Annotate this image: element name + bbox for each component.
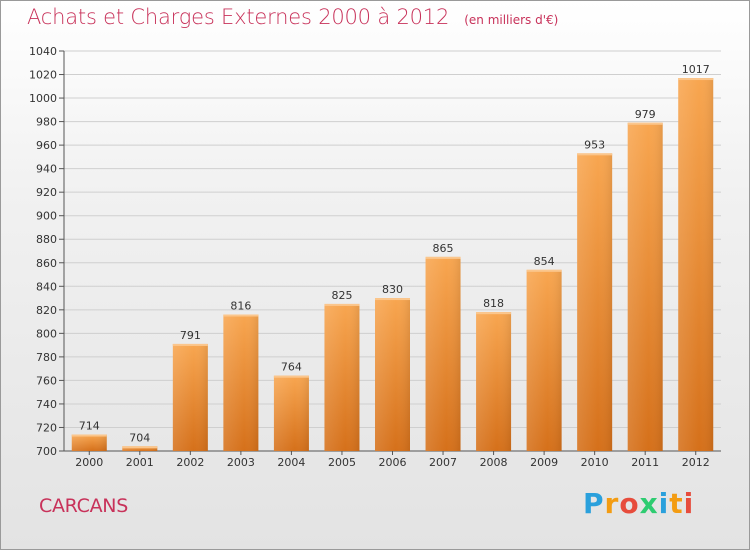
x-tick-label: 2005 [328,456,356,469]
logo-letter: i [658,487,670,520]
bar-value-label: 854 [534,255,555,268]
bar-shade [71,434,107,451]
logo-letter: x [639,487,659,520]
bar-top-highlight [122,446,158,449]
bar-value-label: 865 [433,242,454,255]
y-tick-label: 760 [36,374,57,387]
bar-top-highlight [273,375,309,378]
y-tick-label: 900 [36,210,57,223]
y-tick-label: 720 [36,421,57,434]
x-tick-label: 2009 [530,456,558,469]
y-tick-label: 960 [36,139,57,152]
bar-shade [476,312,512,451]
x-tick-label: 2000 [75,456,103,469]
y-tick-label: 700 [36,445,57,458]
bar-value-label: 1017 [682,63,710,76]
bar-top-highlight [71,434,107,437]
bar-value-label: 818 [483,297,504,310]
bar-top-highlight [577,153,613,156]
y-tick-label: 1000 [29,92,57,105]
bar-value-label: 704 [129,431,150,444]
bar-top-highlight [627,122,663,125]
bar-shade [678,78,714,451]
chart-title: Achats et Charges Externes 2000 à 2012 (… [27,5,558,29]
bar-shade [577,153,613,451]
logo-letter: o [619,487,640,520]
bar-top-highlight [476,312,512,315]
x-tick-label: 2007 [429,456,457,469]
bar-top-highlight [172,343,208,346]
y-tick-label: 860 [36,257,57,270]
bar-shade [172,343,208,451]
y-tick-label: 1040 [29,45,57,58]
bar-top-highlight [324,303,360,306]
x-tick-label: 2004 [277,456,305,469]
logo-letter: i [683,487,695,520]
bar-top-highlight [223,314,259,317]
bars [71,78,714,451]
x-tick-label: 2003 [227,456,255,469]
bar-shade [425,256,461,451]
y-tick-label: 780 [36,351,57,364]
bar-shade [223,314,259,451]
y-tick-label: 880 [36,233,57,246]
labels: 2000 714 2001 704 2002 791 2003 816 2004 764 2005 8… [75,63,709,469]
logo-letter: t [669,487,684,520]
bar-value-label: 791 [180,329,201,342]
bar-value-label: 825 [331,289,352,302]
x-tick-label: 2008 [480,456,508,469]
bar-value-label: 953 [584,138,605,151]
x-tick-label: 2012 [682,456,710,469]
y-tick-label: 740 [36,398,57,411]
bar-top-highlight [678,78,714,81]
x-tick-label: 2001 [126,456,154,469]
bar-shade [122,446,158,451]
bar-top-highlight [526,269,562,272]
y-tick-label: 1020 [29,69,57,82]
bar-top-highlight [375,298,410,301]
y-tick-label: 940 [36,163,57,176]
commune-name: CARCANS [39,495,128,517]
y-tick-label: 800 [36,327,57,340]
x-tick-label: 2010 [581,456,609,469]
bar-top-highlight [425,256,461,259]
bar-value-label: 816 [230,300,251,313]
bar-shade [627,122,663,451]
bar-value-label: 714 [79,420,100,433]
x-tick-label: 2011 [631,456,659,469]
y-tick-label: 820 [36,304,57,317]
y-tick-label: 840 [36,280,57,293]
y-tick-label: 980 [36,116,57,129]
logo-letter: r [604,487,620,520]
bar-value-label: 830 [382,283,403,296]
bar-shade [526,269,562,451]
logo-letter: P [583,487,605,520]
bar-shade [324,303,360,451]
bar-value-label: 764 [281,361,302,374]
chart-title-text: Achats et Charges Externes 2000 à 2012 [27,5,450,29]
chart-unit: (en milliers d'€) [464,13,559,27]
y-tick-label: 920 [36,186,57,199]
bar-shade [273,375,309,451]
bar-value-label: 979 [635,108,656,121]
bar-shade [375,298,410,451]
x-tick-label: 2002 [176,456,204,469]
x-tick-label: 2006 [379,456,407,469]
proxiti-logo[interactable]: Proxiti [583,487,694,520]
